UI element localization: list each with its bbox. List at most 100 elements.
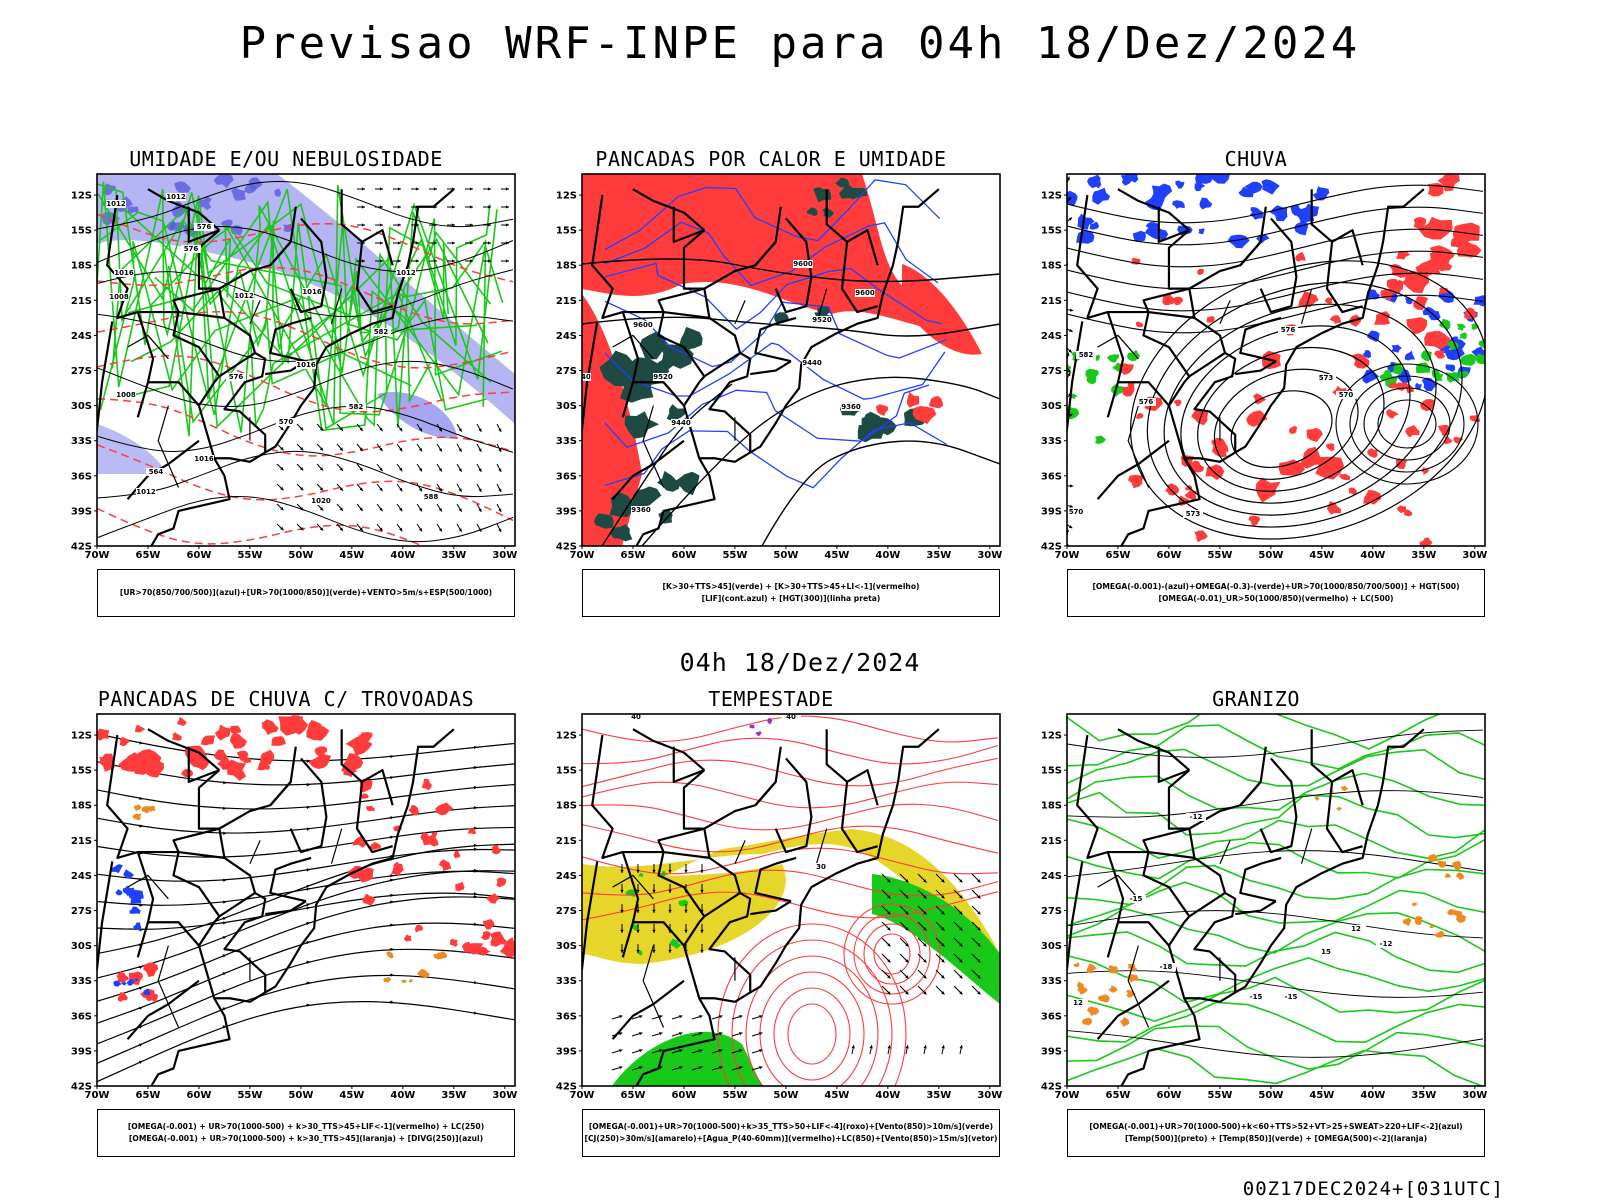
contour-label-bg — [194, 455, 214, 463]
border-line — [218, 241, 292, 290]
rain-red — [1326, 501, 1341, 515]
contour-label: 564 — [149, 468, 164, 476]
temp850-contour — [1067, 931, 1485, 974]
border-line — [1142, 827, 1195, 859]
omega-orange — [1429, 925, 1435, 929]
storm-orange — [401, 979, 407, 984]
wind-850 — [674, 942, 681, 949]
contour-label-bg — [311, 497, 331, 505]
flow-arrow — [305, 940, 310, 945]
wind-vector — [751, 1015, 763, 1020]
border-line — [97, 861, 114, 973]
flow-arrow — [389, 923, 394, 927]
wind-vector — [396, 523, 403, 532]
flow-arrow — [473, 847, 478, 851]
state-borders — [612, 828, 828, 1028]
border-line — [289, 757, 328, 854]
border-line — [147, 381, 200, 407]
wind-vector — [899, 889, 909, 899]
wind-vector — [496, 443, 502, 453]
wind-vector — [684, 924, 688, 933]
wind-vector — [899, 905, 909, 915]
wind-vector — [917, 969, 927, 979]
lat-label: 33S — [556, 436, 577, 447]
panel-title: CHUVA — [1224, 147, 1288, 171]
wind-vector — [393, 223, 401, 227]
border-line — [582, 861, 599, 973]
wind-vector — [436, 423, 443, 432]
border-line — [672, 746, 705, 783]
border-line — [621, 311, 640, 418]
omega-orange — [1402, 917, 1412, 927]
instability-green — [806, 207, 818, 217]
flow-arrow — [1067, 328, 1073, 333]
wind-vector — [923, 1045, 927, 1055]
contour-label: 1016 — [296, 361, 316, 369]
wind-vector — [396, 423, 403, 432]
temp850-contour — [1067, 1025, 1485, 1070]
wind-vector — [899, 985, 909, 995]
border-line — [632, 728, 706, 771]
map-content: -12 -15 -18 -12 -15 -15 12 15 12 — [1067, 714, 1485, 1086]
lat-label: 27S — [1041, 906, 1062, 917]
contour-label-bg — [1376, 940, 1396, 948]
lon-label: 35W — [441, 550, 466, 561]
flow-arrow — [138, 1060, 143, 1064]
lon-label: 50W — [773, 550, 798, 561]
instability-area — [902, 264, 982, 355]
streamline — [97, 843, 515, 955]
rain-red — [1329, 315, 1342, 324]
lon-label: 50W — [1258, 550, 1283, 561]
panel-umidade: UMIDADE E/OU NEBULOSIDADE 1012 1012 1016 10… — [56, 147, 517, 647]
wind-vector — [436, 443, 443, 452]
contour-label: 9440 — [671, 419, 691, 427]
flow-arrow — [473, 806, 478, 810]
jet-stream — [582, 864, 786, 964]
border-line — [682, 769, 752, 993]
lat-label: 30S — [556, 941, 577, 952]
wind-vector — [953, 969, 963, 979]
wind-vector — [917, 873, 927, 883]
contour-label-bg — [855, 289, 875, 297]
wind-vector — [691, 1049, 703, 1054]
lon-label: 70W — [1055, 550, 1080, 561]
wind-vector — [652, 904, 656, 913]
omega-green — [1094, 435, 1107, 444]
lon-label: 40W — [1360, 1090, 1385, 1101]
contour-label-bg — [276, 418, 296, 426]
storm-red — [435, 802, 454, 816]
storm-red — [485, 893, 501, 904]
instability-green — [632, 486, 662, 508]
legend-line: [CJ(250)>30m/s](amarelo)+[Agua_P(40-60mm… — [584, 1134, 998, 1143]
coastline — [635, 728, 940, 1086]
lat-label: 24S — [1041, 331, 1062, 342]
wind-vector — [276, 523, 284, 531]
divergence-blue — [128, 889, 144, 899]
omega-blue — [1151, 183, 1173, 199]
coastline — [1120, 728, 1425, 1086]
contour-label: -15 — [1250, 993, 1263, 1001]
thickness-contour — [97, 213, 514, 283]
contour-label-bg — [116, 391, 136, 399]
rain-red — [1437, 174, 1460, 192]
storm-red — [229, 725, 242, 735]
lat-label: 42S — [71, 542, 92, 553]
lon-label: 30W — [492, 1090, 517, 1101]
state-line — [1127, 405, 1150, 488]
wind-vector — [336, 423, 344, 432]
flow-arrow — [389, 973, 394, 977]
border-line — [754, 316, 797, 363]
wind-vector — [501, 187, 509, 191]
wind-vector — [620, 864, 624, 873]
run-info-label: 00Z17DEC2024+[031UTC] — [1242, 1178, 1504, 1200]
height-contour — [1363, 387, 1451, 461]
wind-vector — [668, 884, 672, 893]
border-line — [1167, 769, 1237, 993]
omega-blue — [1244, 181, 1263, 195]
height-contour — [1197, 346, 1385, 492]
omega-orange — [1411, 902, 1418, 906]
flow-arrow — [389, 835, 394, 839]
